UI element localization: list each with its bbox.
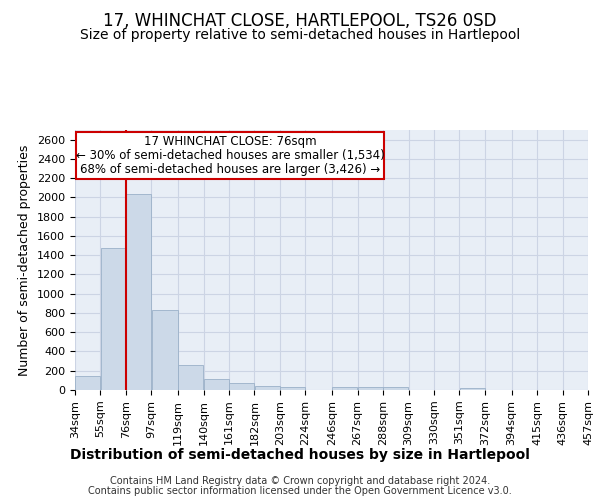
Text: 17 WHINCHAT CLOSE: 76sqm: 17 WHINCHAT CLOSE: 76sqm [143, 135, 316, 148]
FancyBboxPatch shape [76, 132, 384, 179]
Text: 68% of semi-detached houses are larger (3,426) →: 68% of semi-detached houses are larger (… [80, 163, 380, 176]
Bar [204, 379, 229, 390]
Text: Contains HM Land Registry data © Crown copyright and database right 2024.: Contains HM Land Registry data © Crown c… [110, 476, 490, 486]
Bar [358, 387, 383, 390]
Y-axis label: Number of semi-detached properties: Number of semi-detached properties [19, 144, 31, 376]
Text: ← 30% of semi-detached houses are smaller (1,534): ← 30% of semi-detached houses are smalle… [76, 149, 385, 162]
Text: 17, WHINCHAT CLOSE, HARTLEPOOL, TS26 0SD: 17, WHINCHAT CLOSE, HARTLEPOOL, TS26 0SD [103, 12, 497, 30]
Text: Distribution of semi-detached houses by size in Hartlepool: Distribution of semi-detached houses by … [70, 448, 530, 462]
Text: Size of property relative to semi-detached houses in Hartlepool: Size of property relative to semi-detach… [80, 28, 520, 42]
Bar [178, 366, 203, 390]
Bar [332, 386, 358, 390]
Bar [383, 387, 409, 390]
Text: Contains public sector information licensed under the Open Government Licence v3: Contains public sector information licen… [88, 486, 512, 496]
Bar [101, 248, 126, 390]
Bar [126, 194, 151, 390]
Bar [280, 386, 305, 390]
Bar [75, 376, 100, 390]
Bar [229, 384, 254, 390]
Bar [254, 386, 280, 390]
Bar [460, 388, 485, 390]
Bar [152, 310, 178, 390]
